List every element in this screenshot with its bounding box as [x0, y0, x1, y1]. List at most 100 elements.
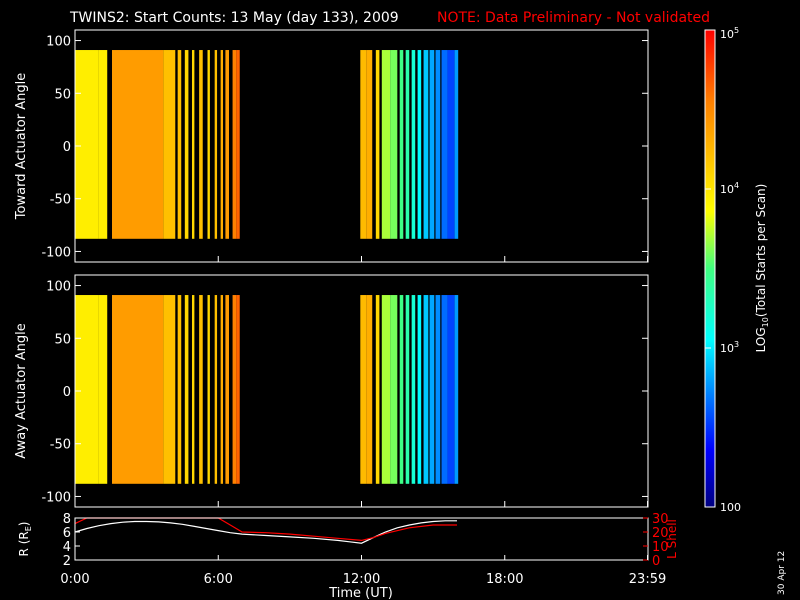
away-scan-8	[207, 295, 210, 484]
r-tick-label-3: 8	[63, 512, 71, 527]
colorbar-tick-label-2: 104	[720, 181, 739, 196]
away-scan-11	[225, 295, 229, 484]
series-r	[74, 520, 457, 544]
away-scan-3	[163, 295, 176, 484]
toward-scan-2	[112, 50, 164, 239]
toward-scan-10	[220, 50, 224, 239]
toward-heatmap	[75, 50, 459, 239]
away-y-label: Away Actuator Angle	[14, 323, 29, 458]
colorbar-label-sub: 10	[761, 317, 770, 327]
away-heatmap	[75, 295, 459, 484]
toward-scan-13	[236, 50, 240, 239]
toward-scan-11	[225, 50, 229, 239]
away-scan-24	[429, 295, 435, 484]
toward-scan-3	[163, 50, 176, 239]
toward-y-axis: 100 50 0 -50 -100	[41, 35, 649, 262]
toward-scan-17	[381, 50, 391, 239]
away-scan-7	[199, 295, 203, 484]
colorbar-tick-base-1: 10	[720, 342, 734, 355]
colorbar-tick-label-3: 105	[720, 26, 739, 41]
toward-scan-9	[214, 50, 218, 239]
away-scan-21	[411, 295, 416, 484]
time-tick-label-1: 6:00	[204, 572, 233, 587]
away-ytick-label-2: 0	[63, 385, 71, 400]
colorbar-label-rest: (Total Starts per Scan)	[754, 184, 768, 318]
toward-scan-4	[177, 50, 182, 239]
r-axis-label-close: )	[17, 522, 31, 527]
toward-scan-20	[405, 50, 410, 239]
away-scan-4	[177, 295, 182, 484]
toward-scan-18	[390, 50, 398, 239]
date-stamp: 30 Apr 12	[777, 551, 787, 595]
colorbar-tick-exp-3: 5	[734, 26, 739, 35]
away-scan-26	[441, 295, 448, 484]
colorbar-tick-label-1: 103	[720, 340, 739, 355]
r-tick-label-1: 4	[63, 540, 71, 555]
toward-ytick-label-1: 50	[54, 87, 71, 102]
toward-scan-28	[454, 50, 459, 239]
away-scan-19	[399, 295, 404, 484]
toward-scan-14	[360, 50, 367, 239]
toward-scan-24	[429, 50, 435, 239]
toward-scan-12	[232, 50, 237, 239]
away-scan-18	[390, 295, 398, 484]
toward-scan-23	[423, 50, 429, 239]
away-scan-2	[112, 295, 164, 484]
lshell-tick-label-0: 0	[652, 554, 660, 569]
away-scan-1	[98, 295, 108, 484]
time-axis-label: Time (UT)	[328, 586, 393, 600]
lshell-tick-label-2: 20	[652, 526, 669, 541]
preliminary-note: NOTE: Data Preliminary - Not validated	[437, 10, 710, 26]
away-scan-16	[375, 295, 380, 484]
away-scan-27	[447, 295, 455, 484]
toward-scan-6	[191, 50, 195, 239]
time-tick-label-0: 0:00	[60, 572, 89, 587]
away-angle-panel: 100 50 0 -50 -100 Away Actuator Angle	[14, 274, 649, 508]
toward-ytick-label-2: 0	[63, 140, 71, 155]
toward-scan-1	[98, 50, 108, 239]
time-axis: 0:00 6:00 12:00 18:00 23:59	[60, 555, 666, 587]
colorbar-gradient	[705, 30, 715, 507]
r-axis-label-main: R (R	[17, 531, 31, 556]
away-scan-13	[236, 295, 240, 484]
away-scan-25	[435, 295, 441, 484]
away-scan-28	[454, 295, 459, 484]
away-scan-17	[381, 295, 391, 484]
toward-scan-0	[75, 50, 99, 239]
colorbar-label-main: LOG	[754, 327, 768, 352]
toward-scan-16	[375, 50, 380, 239]
away-scan-5	[184, 295, 189, 484]
colorbar-tick-base-2: 10	[720, 183, 734, 196]
away-scan-23	[423, 295, 429, 484]
lshell-tick-label-3: 30	[652, 512, 669, 527]
toward-scan-21	[411, 50, 416, 239]
away-scan-20	[405, 295, 410, 484]
toward-scan-25	[435, 50, 441, 239]
away-ytick-label-4: -100	[41, 490, 71, 505]
time-tick-label-4: 23:59	[629, 572, 666, 587]
toward-scan-15	[366, 50, 373, 239]
r-axis-label: R (RE)	[17, 522, 33, 557]
away-scan-0	[75, 295, 99, 484]
colorbar-tick-base-3: 10	[720, 28, 734, 41]
time-tick-label-3: 18:00	[486, 572, 523, 587]
away-ytick-label-0: 100	[46, 280, 71, 295]
away-scan-10	[220, 295, 224, 484]
away-ytick-label-3: -50	[50, 438, 71, 453]
toward-scan-26	[441, 50, 448, 239]
colorbar-label: LOG10(Total Starts per Scan)	[754, 184, 770, 353]
toward-scan-8	[207, 50, 210, 239]
colorbar-tick-label-0: 100	[720, 501, 741, 514]
toward-ytick-label-3: -50	[50, 193, 71, 208]
toward-scan-22	[417, 50, 422, 239]
away-scan-22	[417, 295, 422, 484]
away-scan-9	[214, 295, 218, 484]
colorbar-tick-exp-2: 4	[734, 181, 739, 190]
toward-scan-7	[199, 50, 203, 239]
r-axis-label-sub: E	[24, 526, 33, 531]
